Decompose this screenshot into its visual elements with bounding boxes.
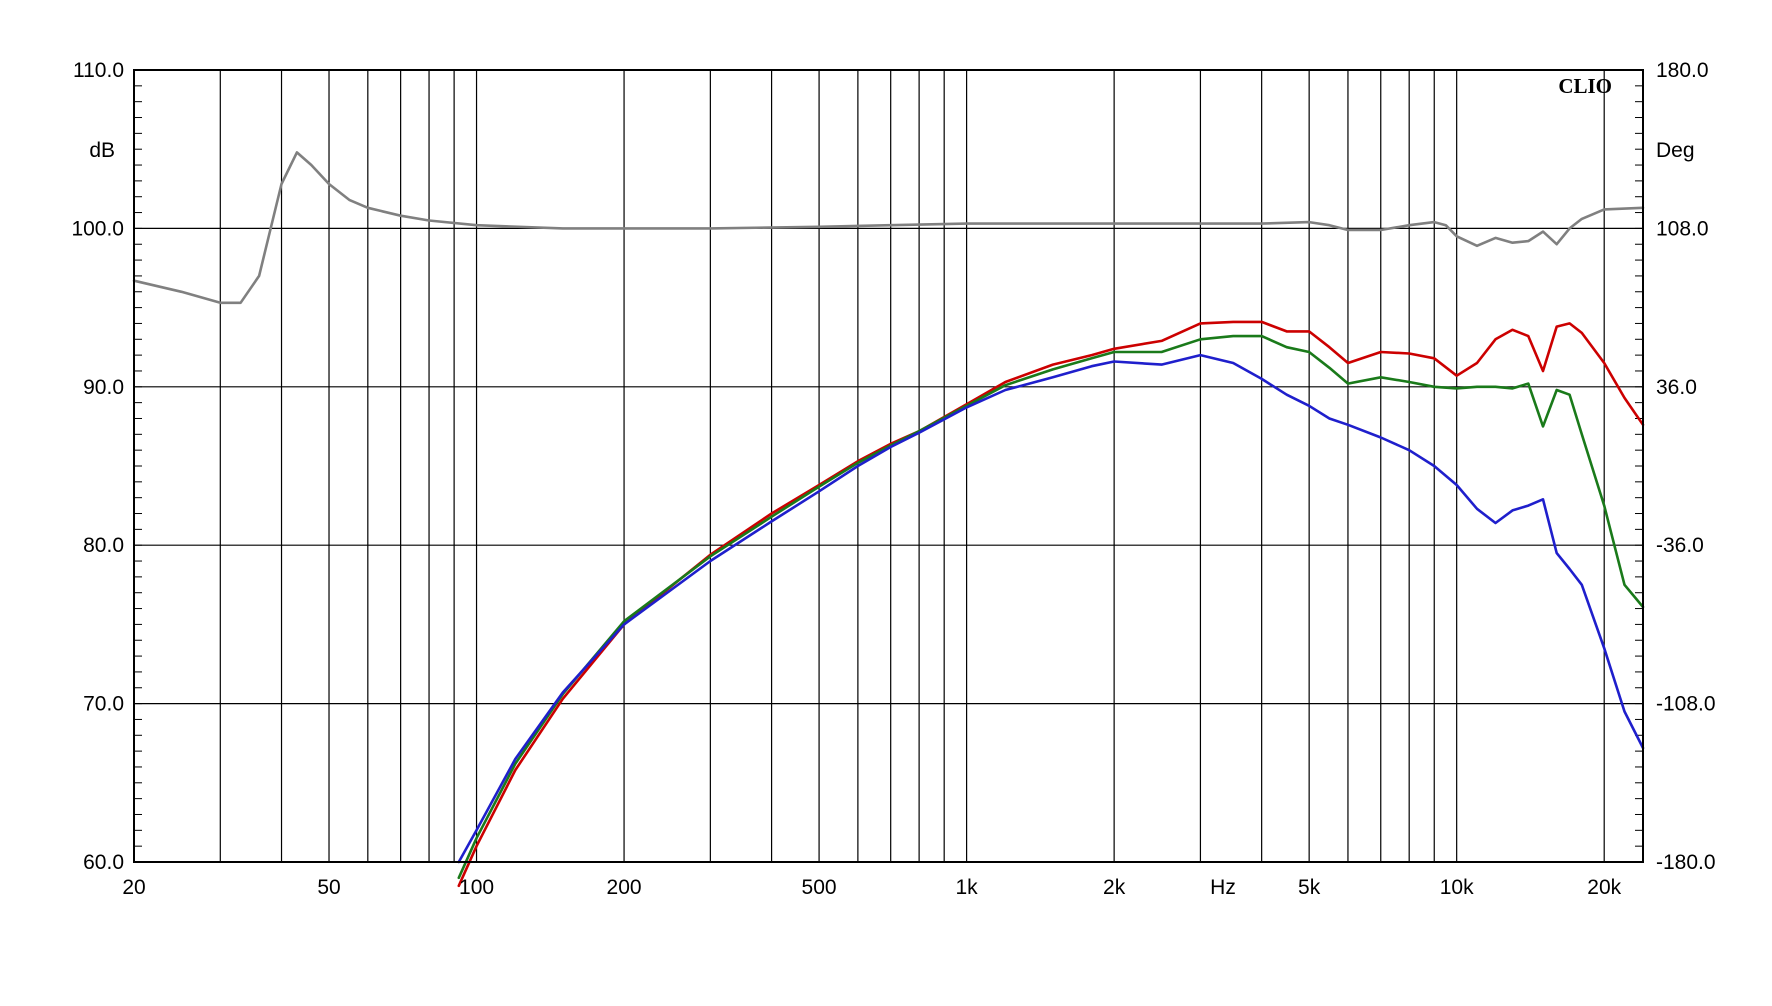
right-y-tick-label: -180.0	[1656, 851, 1716, 874]
right-y-tick-label: -108.0	[1656, 693, 1716, 716]
x-tick-label: 5k	[1298, 876, 1321, 899]
left-y-tick-label: 90.0	[83, 376, 124, 399]
series-line-3	[457, 334, 1645, 880]
right-axis-unit-label: Deg	[1656, 139, 1695, 162]
series-line-2	[457, 320, 1645, 888]
left-y-tick-label: 60.0	[83, 851, 124, 874]
x-tick-label: 20	[122, 876, 145, 899]
left-y-tick-label: 110.0	[73, 59, 124, 82]
left-y-tick-label: 100.0	[71, 217, 124, 240]
x-axis-unit-label: Hz	[1210, 876, 1236, 899]
brand-label: CLIO	[1558, 74, 1612, 98]
tick-labels: 20 50 100 200 500 1k 2k 5k 10k 20k 110.0 100.0 90.0 8…	[71, 59, 1715, 899]
x-tick-label: 100	[459, 876, 494, 899]
x-tick-label: 500	[802, 876, 837, 899]
left-y-tick-label: 80.0	[83, 534, 124, 557]
series-line-4	[457, 353, 1645, 864]
x-tick-label: 20k	[1587, 876, 1621, 899]
right-y-tick-label: 36.0	[1656, 376, 1697, 399]
series-line-1	[132, 151, 1645, 305]
plot-frame	[133, 69, 1644, 863]
series-layer	[132, 151, 1645, 888]
left-axis-unit-label: dB	[89, 139, 115, 162]
left-y-tick-label: 70.0	[83, 693, 124, 716]
x-tick-label: 2k	[1103, 876, 1126, 899]
x-tick-label: 200	[607, 876, 642, 899]
right-y-tick-label: -36.0	[1656, 534, 1704, 557]
right-y-tick-label: 180.0	[1656, 59, 1709, 82]
x-tick-label: 50	[317, 876, 340, 899]
right-y-tick-label: 108.0	[1656, 217, 1709, 240]
x-tick-label: 1k	[956, 876, 979, 899]
x-tick-label: 10k	[1440, 876, 1474, 899]
